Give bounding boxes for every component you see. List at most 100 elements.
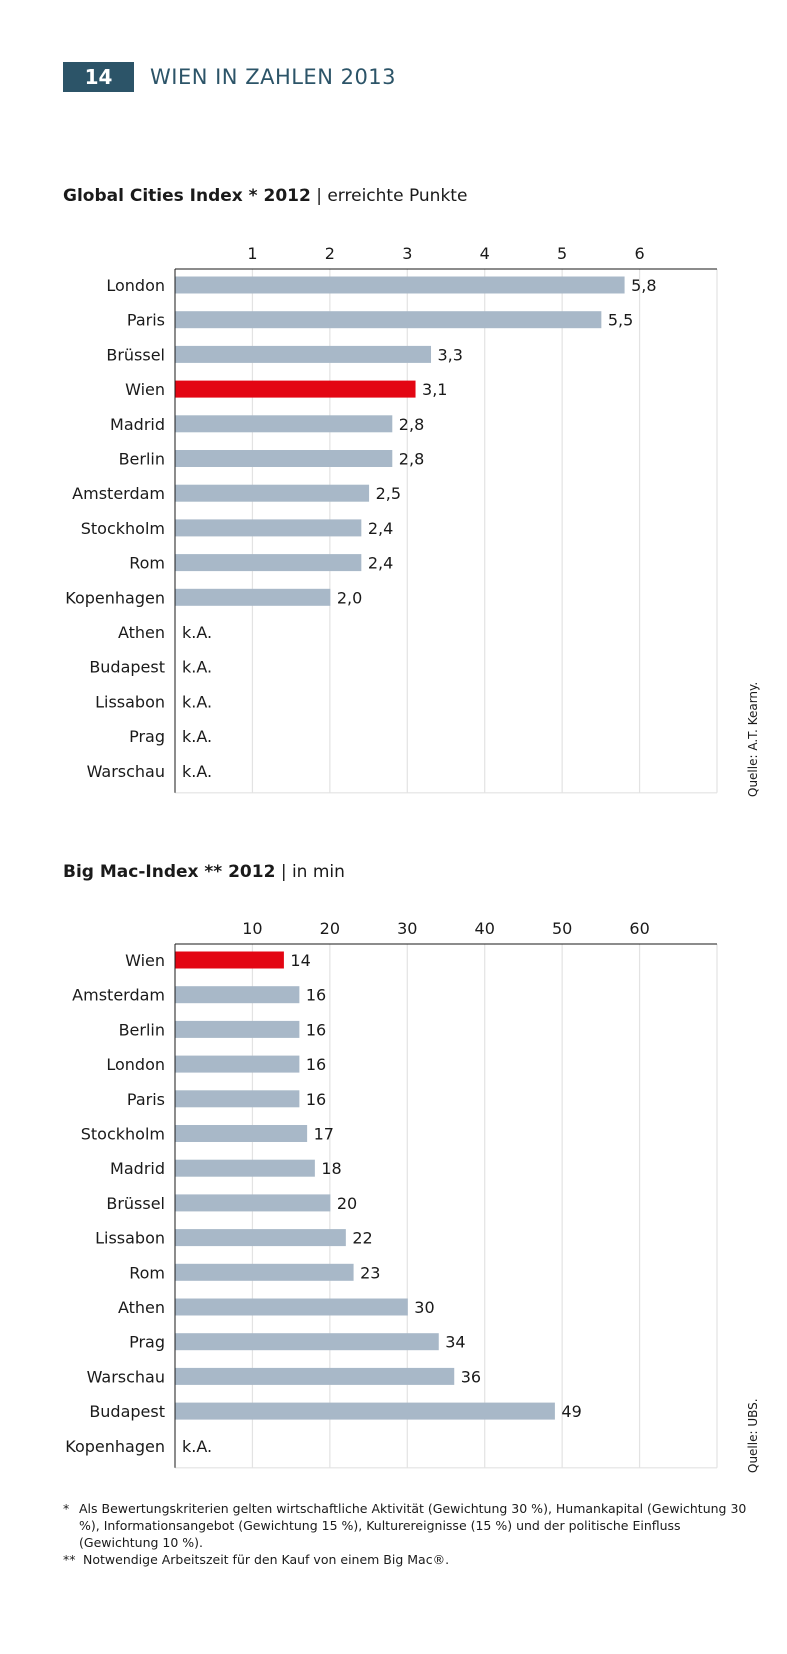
category-label: London (106, 276, 165, 295)
tick-label: 10 (242, 919, 262, 938)
bar (175, 986, 300, 1004)
bar (175, 276, 625, 294)
bar (175, 1159, 315, 1177)
bar (175, 1367, 455, 1385)
page-header-title: WIEN IN ZAHLEN 2013 (150, 65, 397, 89)
tick-label: 50 (552, 919, 572, 938)
footnote-mark: * (63, 1501, 70, 1516)
chart-title-big-mac: Big Mac-Index ** 2012 | in min (63, 862, 345, 882)
category-label: Budapest (89, 658, 165, 677)
category-label: Rom (129, 554, 165, 573)
category-label: Budapest (89, 1402, 165, 1421)
footnotes: * Als Bewertungskriterien gelten wirtsch… (63, 1500, 763, 1568)
category-label: Paris (127, 311, 165, 330)
tick-label: 1 (247, 244, 257, 263)
tick-label: 4 (480, 244, 490, 263)
category-label: Madrid (110, 1159, 165, 1178)
data-label: 30 (414, 1298, 434, 1317)
data-label: 17 (314, 1125, 334, 1144)
bar (175, 1125, 308, 1142)
tick-label: 2 (325, 244, 335, 263)
category-label: Warschau (87, 1367, 165, 1386)
category-label: Prag (129, 727, 165, 746)
data-label: 18 (321, 1159, 341, 1178)
bar (175, 1090, 300, 1108)
tick-label: 5 (557, 244, 567, 263)
category-label: Berlin (119, 1020, 165, 1039)
chart-title-bold: Big Mac-Index ** 2012 (63, 862, 276, 882)
chart-title-unit: | erreichte Punkte (316, 186, 468, 206)
data-label: 36 (461, 1367, 481, 1386)
data-label: 2,4 (368, 519, 393, 538)
page-number: 14 (63, 62, 134, 92)
tick-label: 6 (634, 244, 644, 263)
data-label: 5,5 (608, 311, 633, 330)
category-label: Kopenhagen (65, 1437, 165, 1456)
category-label: Athen (118, 623, 165, 642)
tick-label: 40 (475, 919, 495, 938)
tick-label: 30 (397, 919, 417, 938)
bar (175, 345, 432, 363)
bar (175, 588, 331, 606)
chart-title-bold: Global Cities Index * 2012 (63, 186, 311, 206)
category-label: Stockholm (81, 519, 165, 538)
data-label: 14 (290, 951, 310, 970)
bar (175, 554, 362, 572)
category-label: Amsterdam (72, 986, 165, 1005)
bar (175, 484, 370, 502)
category-label: Brüssel (106, 1194, 165, 1213)
data-label: 49 (561, 1402, 581, 1421)
data-label: 34 (445, 1333, 465, 1352)
data-label: 3,1 (422, 380, 447, 399)
big-mac-chart: 10 20 30 40 50 60 Wien 14 Amsterdam 16 Berlin 16 Lon… (65, 919, 718, 1469)
category-label: Paris (127, 1090, 165, 1109)
category-label: Lissabon (95, 1229, 165, 1248)
bar (175, 450, 393, 467)
data-label: 20 (337, 1194, 357, 1213)
bar (175, 1194, 331, 1212)
data-label: 2,0 (337, 588, 362, 607)
data-label: 16 (306, 1055, 326, 1074)
bar (175, 1402, 555, 1420)
data-label: 2,5 (376, 484, 401, 503)
category-label: Madrid (110, 415, 165, 434)
chart-title-global-cities: Global Cities Index * 2012 | erreichte P… (63, 186, 467, 206)
category-label: Athen (118, 1298, 165, 1317)
data-label: k.A. (182, 692, 212, 711)
tick-label: 20 (320, 919, 340, 938)
bar (175, 1333, 439, 1351)
footnote-text: Notwendige Arbeitszeit für den Kauf von … (83, 1552, 450, 1567)
data-label: 16 (306, 1090, 326, 1109)
bar (175, 1298, 408, 1316)
bar (175, 519, 362, 537)
data-label: k.A. (182, 727, 212, 746)
category-label: Wien (125, 951, 165, 970)
data-label: 3,3 (438, 345, 463, 364)
bar (175, 380, 416, 398)
category-label: Rom (129, 1263, 165, 1282)
data-label: k.A. (182, 658, 212, 677)
footnote-mark: ** (63, 1552, 76, 1567)
data-label: 16 (306, 986, 326, 1005)
global-cities-chart: 1 2 3 4 5 6 London 5,8 Paris 5,5 Brüssel 3,3 Wien 3,1… (65, 244, 718, 794)
tick-label: 60 (629, 919, 649, 938)
source-big-mac: Quelle: UBS. (746, 1398, 760, 1473)
bar (175, 1263, 354, 1281)
bar (175, 1055, 300, 1073)
footnote-1: * Als Bewertungskriterien gelten wirtsch… (63, 1500, 763, 1551)
category-label: London (106, 1055, 165, 1074)
page-header: 14 WIEN IN ZAHLEN 2013 (63, 62, 396, 92)
category-label: Berlin (119, 450, 165, 469)
data-label: 2,8 (399, 415, 424, 434)
category-label: Stockholm (81, 1125, 165, 1144)
data-label: 16 (306, 1020, 326, 1039)
category-label: Brüssel (106, 345, 165, 364)
category-label: Kopenhagen (65, 588, 165, 607)
data-label: k.A. (182, 1437, 212, 1456)
bar (175, 415, 393, 433)
bar (175, 951, 284, 969)
footnote-2: ** Notwendige Arbeitszeit für den Kauf v… (63, 1551, 763, 1568)
source-global-cities: Quelle: A.T. Kearny. (746, 681, 760, 797)
data-label: 2,4 (368, 554, 393, 573)
data-label: 23 (360, 1263, 380, 1282)
